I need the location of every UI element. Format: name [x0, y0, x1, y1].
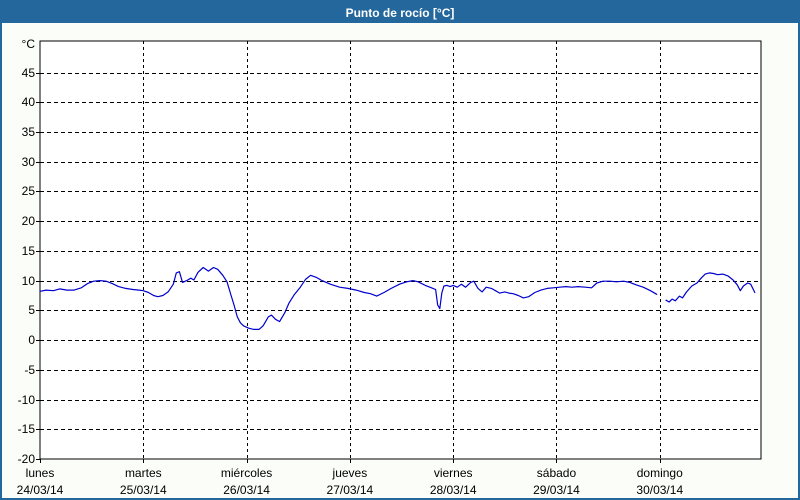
y-tick-label: 15 — [21, 243, 35, 258]
y-tick-label: 25 — [21, 184, 35, 199]
y-tick-label: 10 — [21, 273, 35, 288]
x-date-label: 27/03/14 — [326, 483, 374, 497]
y-tick-label: -10 — [17, 392, 35, 407]
x-day-label: sábado — [536, 466, 577, 480]
x-date-label: 26/03/14 — [223, 483, 270, 497]
dew-point-series-line — [39, 266, 756, 330]
y-tick-label: 20 — [21, 214, 35, 229]
chart-area: 45 40 35 30 25 20 15 10 5 0 -5 -10 -15 -20 °C lunes 24/0… — [2, 23, 798, 498]
x-day-label: viernes — [433, 466, 473, 480]
y-tick-label: 30 — [21, 154, 35, 169]
plot-border — [39, 40, 762, 460]
y-tick-label: -20 — [17, 452, 35, 466]
x-day-label: miércoles — [220, 466, 273, 480]
chart-title: Punto de rocío [°C] — [345, 5, 455, 20]
x-date-label: 29/03/14 — [533, 483, 580, 497]
x-day-label: lunes — [25, 466, 55, 480]
y-tick-label: 40 — [21, 95, 35, 110]
x-day-label: jueves — [332, 466, 368, 480]
x-date-label: 25/03/14 — [119, 483, 167, 497]
y-tick-label: -15 — [17, 422, 35, 437]
y-axis-unit-label: °C — [21, 37, 35, 51]
x-date-label: 24/03/14 — [16, 483, 64, 497]
y-tick-label: 35 — [21, 124, 35, 139]
x-day-label: domingo — [636, 466, 683, 480]
x-date-label: 30/03/14 — [636, 483, 684, 497]
y-tick-label: 45 — [21, 65, 35, 80]
dew-point-line-chart — [36, 40, 762, 463]
y-tick-label: -5 — [24, 362, 35, 377]
x-date-label: 28/03/14 — [429, 483, 477, 497]
x-day-label: martes — [124, 466, 162, 480]
y-tick-label: 0 — [28, 333, 35, 348]
y-tick-label: 5 — [28, 303, 35, 318]
title-bar: Punto de rocío [°C] — [2, 2, 798, 23]
